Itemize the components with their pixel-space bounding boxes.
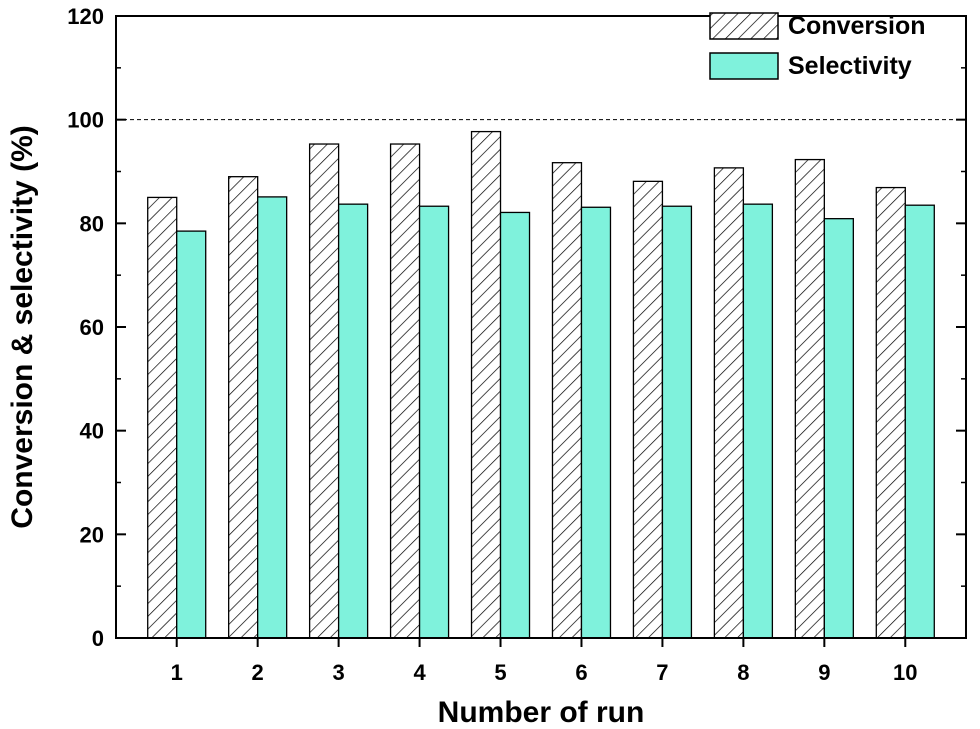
x-tick-label-7: 7 bbox=[656, 660, 668, 685]
bar-conversion-run-1 bbox=[147, 196, 178, 639]
bar-selectivity-run-10 bbox=[904, 204, 935, 639]
x-tick-label-4: 4 bbox=[413, 660, 426, 685]
x-tick-label-5: 5 bbox=[494, 660, 506, 685]
legend-swatch-conversion bbox=[709, 12, 779, 40]
y-tick-label-80: 80 bbox=[80, 211, 104, 236]
y-tick-label-60: 60 bbox=[80, 315, 104, 340]
legend-swatch-selectivity bbox=[709, 52, 779, 80]
bar-conversion-run-5 bbox=[470, 130, 502, 639]
bar-selectivity-run-2 bbox=[257, 196, 288, 639]
bar-conversion-run-8 bbox=[713, 167, 745, 639]
bar-selectivity-run-3 bbox=[337, 203, 369, 639]
bar-selectivity-run-1 bbox=[176, 230, 207, 639]
bar-conversion-run-7 bbox=[632, 180, 664, 639]
y-axis-title: Conversion & selectivity (%) bbox=[6, 125, 39, 528]
bar-selectivity-run-7 bbox=[661, 205, 693, 639]
x-tick-label-9: 9 bbox=[818, 660, 830, 685]
legend-label-conversion: Conversion bbox=[788, 12, 926, 40]
x-tick-label-1: 1 bbox=[171, 660, 183, 685]
x-tick-label-10: 10 bbox=[893, 660, 917, 685]
bar-selectivity-run-4 bbox=[418, 205, 450, 639]
legend: Conversion Selectivity bbox=[709, 12, 926, 80]
y-tick-label-40: 40 bbox=[80, 419, 104, 444]
legend-label-selectivity: Selectivity bbox=[788, 52, 912, 80]
x-tick-label-8: 8 bbox=[737, 660, 749, 685]
bar-conversion-run-4 bbox=[389, 143, 421, 639]
bar-conversion-run-2 bbox=[228, 176, 259, 639]
x-tick-label-6: 6 bbox=[575, 660, 587, 685]
bar-selectivity-run-5 bbox=[499, 211, 531, 639]
x-axis-title: Number of run bbox=[438, 696, 645, 729]
bar-selectivity-run-9 bbox=[823, 218, 854, 639]
x-tick-label-3: 3 bbox=[332, 660, 344, 685]
x-tick-label-2: 2 bbox=[252, 660, 264, 685]
bar-conversion-run-10 bbox=[875, 186, 906, 639]
y-tick-label-100: 100 bbox=[67, 108, 104, 133]
y-tick-label-120: 120 bbox=[67, 4, 104, 29]
y-tick-label-0: 0 bbox=[92, 626, 104, 651]
bar-conversion-run-3 bbox=[308, 143, 340, 639]
y-tick-label-20: 20 bbox=[80, 522, 104, 547]
bar-conversion-run-6 bbox=[551, 162, 583, 639]
bar-selectivity-run-8 bbox=[742, 203, 774, 639]
bar-conversion-run-9 bbox=[794, 158, 825, 639]
bar-selectivity-run-6 bbox=[580, 206, 612, 639]
